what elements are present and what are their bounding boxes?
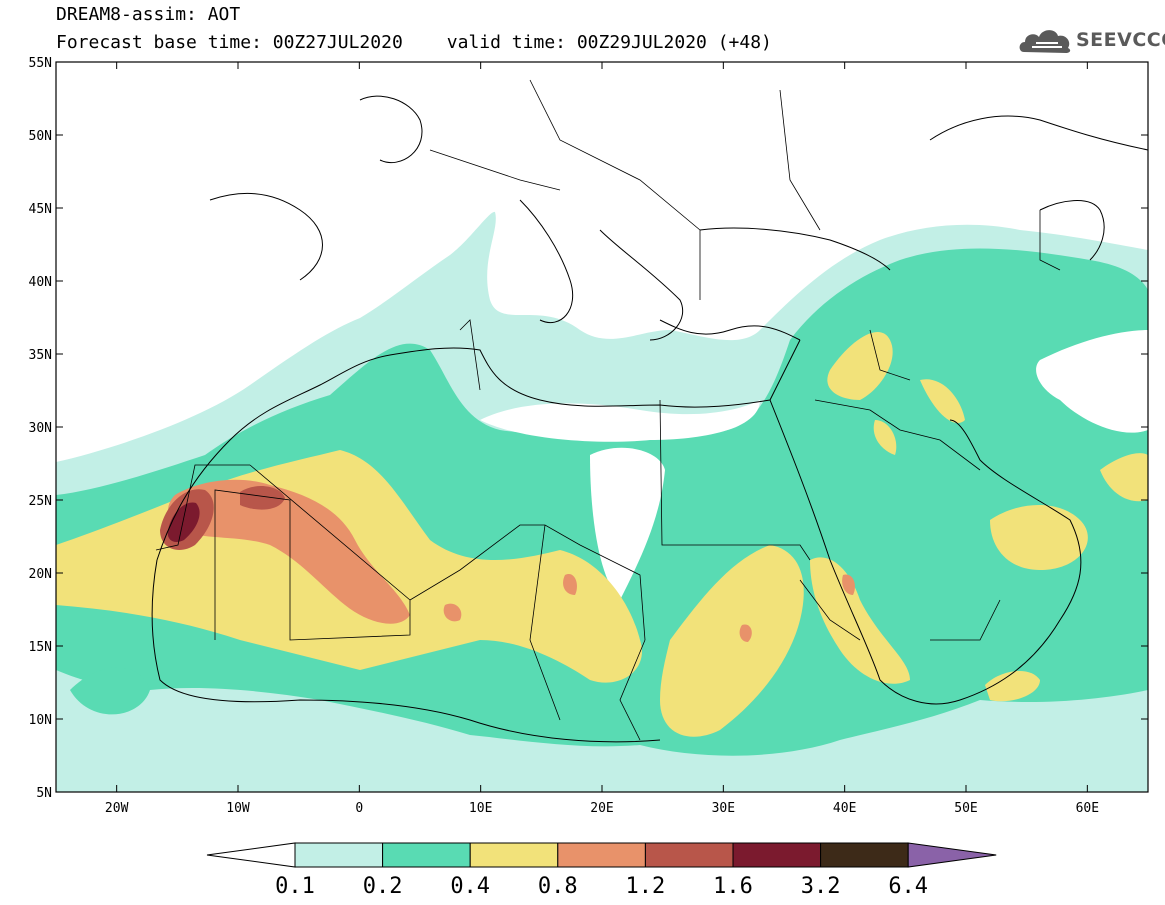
logo-text: SEEVCCC	[1076, 29, 1165, 51]
colorbar-label: 6.4	[888, 874, 928, 899]
lon-tick-label: 0	[355, 801, 363, 816]
colorbar-swatch	[382, 842, 471, 868]
lat-tick-label: 20N	[29, 567, 52, 582]
aot-band-clear	[480, 330, 1148, 600]
colorbar: 0.1 0.2 0.4 0.8 1.2 1.6 3.2 6.4	[206, 842, 997, 899]
lat-tick-label: 45N	[29, 202, 52, 217]
axis-ticks: 55N 50N 45N 40N 35N 30N 25N 20N 15N 10N 5N 20W 10W 0 1…	[29, 56, 1148, 816]
lat-tick-label: 30N	[29, 421, 52, 436]
lat-tick-label: 10N	[29, 713, 52, 728]
colorbar-label: 1.2	[626, 874, 666, 899]
lon-tick-label: 30E	[712, 801, 735, 816]
coastlines	[151, 95, 1148, 743]
colorbar-label: 3.2	[801, 874, 841, 899]
colorbar-swatch	[732, 842, 822, 868]
colorbar-label: 0.8	[538, 874, 578, 899]
colorbar-label: 1.6	[713, 874, 753, 899]
lat-tick-label: 50N	[29, 129, 52, 144]
lon-tick-label: 50E	[954, 801, 977, 816]
cloud-logo-icon	[1019, 30, 1071, 53]
lat-tick-label: 40N	[29, 275, 52, 290]
lon-tick-label: 60E	[1076, 801, 1099, 816]
seevccc-logo: SEEVCCC	[1018, 22, 1165, 58]
aot-band-1.6	[167, 502, 200, 542]
lat-tick-label: 15N	[29, 640, 52, 655]
forecast-times: Forecast base time: 00Z27JUL2020 valid ti…	[56, 33, 772, 53]
lon-tick-label: 20E	[590, 801, 613, 816]
borders	[155, 79, 1061, 741]
colorbar-below-arrow	[206, 842, 296, 868]
colorbar-above-arrow	[907, 842, 997, 868]
lon-tick-label: 10W	[226, 801, 250, 816]
colorbar-swatch	[820, 842, 909, 868]
colorbar-swatch	[644, 842, 734, 868]
valid-time: valid time: 00Z29JUL2020 (+48)	[446, 32, 772, 53]
lat-tick-label: 25N	[29, 494, 52, 509]
colorbar-swatch	[294, 842, 384, 868]
lon-tick-label: 40E	[833, 801, 856, 816]
colorbar-label: 0.1	[275, 874, 315, 899]
lat-tick-label: 5N	[36, 786, 52, 801]
lat-tick-label: 55N	[29, 56, 52, 71]
colorbar-label: 0.4	[450, 874, 490, 899]
lon-tick-label: 10E	[469, 801, 492, 816]
colorbar-swatch	[557, 842, 646, 868]
colorbar-swatch	[469, 842, 559, 868]
aot-band-0.8	[168, 479, 855, 642]
lon-tick-label: 20W	[105, 801, 129, 816]
colorbar-label: 0.2	[363, 874, 403, 899]
aot-field	[56, 79, 1148, 792]
base-time: Forecast base time: 00Z27JUL2020	[56, 32, 403, 53]
map-title: DREAM8-assim: AOT	[56, 4, 241, 25]
lat-tick-label: 35N	[29, 348, 52, 363]
